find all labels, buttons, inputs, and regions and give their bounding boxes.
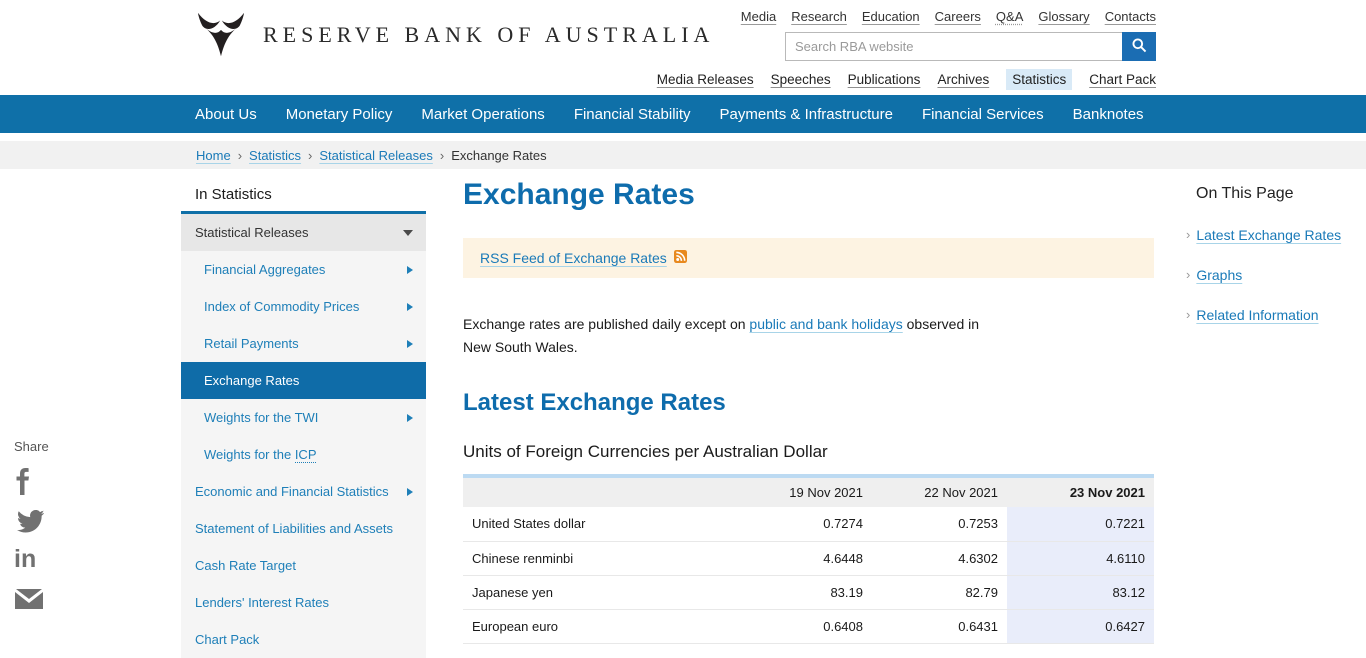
share-label: Share [14, 439, 49, 454]
rss-feed-link[interactable]: RSS Feed of Exchange Rates [480, 250, 667, 266]
secondary-link-media-releases[interactable]: Media Releases [656, 72, 754, 87]
breadcrumb-separator: › [237, 147, 243, 163]
on-this-page-item: › Related Information [1186, 307, 1358, 323]
on-this-page: On This Page › Latest Exchange Rates › G… [1186, 185, 1358, 347]
main-content: Exchange Rates RSS Feed of Exchange Rate… [463, 178, 1154, 644]
utility-link-research[interactable]: Research [791, 9, 847, 24]
utility-link-careers[interactable]: Careers [934, 9, 981, 24]
link-graphs[interactable]: Graphs [1196, 267, 1243, 283]
page-title: Exchange Rates [463, 178, 695, 211]
utility-nav: Media Research Education Careers Q&A Glo… [741, 9, 1156, 24]
secondary-nav: Media Releases Speeches Publications Arc… [657, 69, 1156, 90]
nav-market-operations[interactable]: Market Operations [421, 105, 545, 123]
sidebar-title: In Statistics [195, 186, 272, 203]
linkedin-icon[interactable]: in [14, 544, 37, 573]
sidebar-item-retail-payments[interactable]: Retail Payments [181, 325, 426, 362]
rss-icon [673, 250, 687, 266]
chevron-right-icon [407, 413, 413, 422]
chevron-right-icon: › [1186, 227, 1191, 242]
sidebar-item-cash-rate-target[interactable]: Cash Rate Target [181, 547, 426, 584]
secondary-link-chart-pack[interactable]: Chart Pack [1089, 72, 1156, 87]
date-column-header: 19 Nov 2021 [737, 476, 872, 507]
sidebar-item-economic-and-financial-statistics[interactable]: Economic and Financial Statistics [181, 473, 426, 510]
sidebar-item-chart-pack[interactable]: Chart Pack [181, 621, 426, 658]
sidebar-item-index-of-commodity-prices[interactable]: Index of Commodity Prices [181, 288, 426, 325]
nav-financial-stability[interactable]: Financial Stability [573, 105, 691, 123]
utility-link-contacts[interactable]: Contacts [1104, 9, 1156, 24]
public-and-bank-holidays-link[interactable]: public and bank holidays [749, 316, 903, 332]
chevron-right-icon [407, 265, 413, 274]
chevron-right-icon: › [1186, 307, 1191, 322]
rss-feed-box: RSS Feed of Exchange Rates [463, 238, 1154, 278]
site-search [785, 32, 1156, 61]
chevron-right-icon: › [1186, 267, 1191, 282]
sidebar-item-exchange-rates[interactable]: Exchange Rates [181, 362, 426, 399]
on-this-page-item: › Graphs [1186, 267, 1358, 283]
utility-link-media[interactable]: Media [740, 9, 777, 24]
secondary-link-archives[interactable]: Archives [937, 72, 990, 87]
nav-about-us[interactable]: About Us [195, 105, 257, 123]
utility-link-education[interactable]: Education [861, 9, 920, 24]
breadcrumb-statistical-releases[interactable]: Statistical Releases [319, 147, 433, 163]
search-icon [1131, 37, 1148, 57]
utility-link-glossary[interactable]: Glossary [1038, 9, 1090, 24]
nav-payments-infrastructure[interactable]: Payments & Infrastructure [719, 105, 893, 123]
logo-text: RESERVE BANK OF AUSTRALIA [263, 22, 715, 47]
date-column-header-latest: 23 Nov 2021 [1007, 476, 1154, 507]
table-row: Japanese yen 83.19 82.79 83.12 [463, 575, 1154, 610]
rba-logo-icon [195, 12, 247, 58]
chevron-right-icon [407, 339, 413, 348]
secondary-link-speeches[interactable]: Speeches [770, 72, 831, 87]
intro-paragraph: Exchange rates are published daily excep… [463, 316, 980, 355]
twitter-icon[interactable] [14, 506, 44, 534]
rba-logo[interactable]: RESERVE BANK OF AUSTRALIA [195, 12, 714, 58]
breadcrumb-separator: › [308, 147, 313, 163]
sidebar-item-lenders-interest-rates[interactable]: Lenders' Interest Rates [181, 584, 426, 621]
nav-financial-services[interactable]: Financial Services [921, 105, 1044, 123]
link-latest-exchange-rates[interactable]: Latest Exchange Rates [1196, 227, 1342, 243]
exchange-rates-table: 19 Nov 2021 22 Nov 2021 23 Nov 2021 Unit… [463, 474, 1154, 644]
search-button[interactable] [1122, 32, 1156, 61]
nav-banknotes[interactable]: Banknotes [1072, 105, 1144, 123]
email-icon[interactable] [14, 584, 44, 612]
sidebar-item-statistical-releases[interactable]: Statistical Releases [181, 214, 426, 251]
link-related-information[interactable]: Related Information [1196, 307, 1319, 323]
chevron-right-icon [407, 487, 413, 496]
main-nav: About Us Monetary Policy Market Operatio… [0, 95, 1366, 133]
secondary-link-publications[interactable]: Publications [847, 72, 921, 87]
table-row: European euro 0.6408 0.6431 0.6427 [463, 609, 1154, 644]
secondary-link-statistics[interactable]: Statistics [1006, 69, 1073, 90]
breadcrumb-separator: › [439, 147, 445, 163]
sidebar-item-financial-aggregates[interactable]: Financial Aggregates [181, 251, 426, 288]
table-subtitle: Units of Foreign Currencies per Australi… [463, 442, 828, 461]
table-header-row: 19 Nov 2021 22 Nov 2021 23 Nov 2021 [463, 476, 1154, 507]
latest-exchange-rates-heading: Latest Exchange Rates [463, 389, 726, 416]
chevron-right-icon [407, 302, 413, 311]
currency-column-header [463, 476, 737, 507]
share-rail: Share in [14, 439, 49, 623]
statistics-sidebar: In Statistics Statistical Releases Finan… [181, 186, 426, 658]
breadcrumb-statistics[interactable]: Statistics [249, 147, 302, 163]
sidebar-item-weights-for-the-twi[interactable]: Weights for the TWI [181, 399, 426, 436]
facebook-icon[interactable] [14, 467, 44, 495]
table-row: Chinese renminbi 4.6448 4.6302 4.6110 [463, 541, 1154, 576]
nav-monetary-policy[interactable]: Monetary Policy [285, 105, 393, 123]
chevron-down-icon [403, 229, 413, 236]
breadcrumb-home[interactable]: Home [196, 147, 231, 163]
site-header: RESERVE BANK OF AUSTRALIA Media Research… [0, 0, 1366, 95]
search-input[interactable] [785, 32, 1122, 61]
on-this-page-title: On This Page [1196, 185, 1294, 202]
date-column-header: 22 Nov 2021 [872, 476, 1007, 507]
sidebar-item-weights-for-the-icp[interactable]: Weights for the ICP [181, 436, 426, 473]
table-row: United States dollar 0.7274 0.7253 0.722… [463, 507, 1154, 542]
breadcrumb-current: Exchange Rates [451, 147, 547, 163]
utility-link-qa[interactable]: Q&A [995, 9, 1024, 24]
sidebar-item-statement-of-liabilities-and-assets[interactable]: Statement of Liabilities and Assets [181, 510, 426, 547]
breadcrumb: Home › Statistics › Statistical Releases… [0, 141, 1366, 169]
on-this-page-item: › Latest Exchange Rates [1186, 227, 1358, 243]
